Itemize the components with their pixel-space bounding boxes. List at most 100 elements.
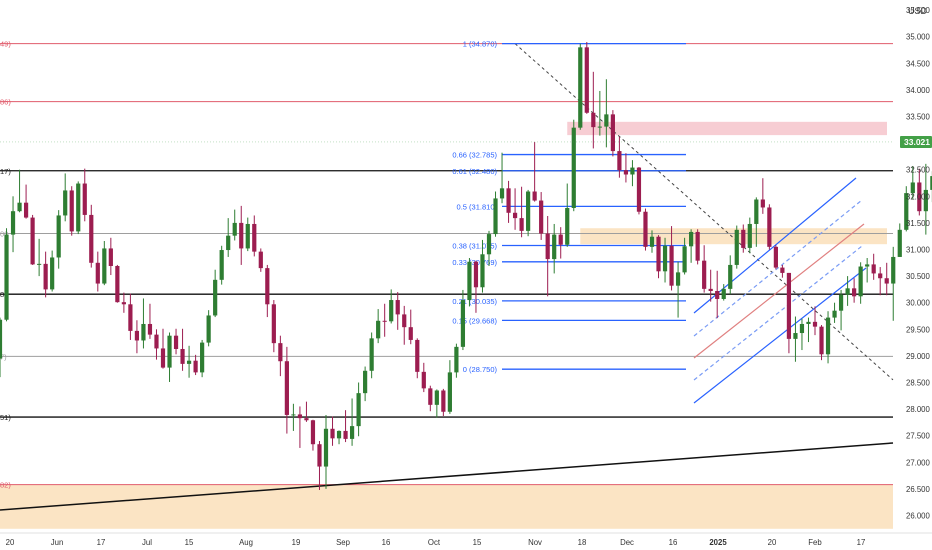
candle-body: [389, 300, 394, 322]
long-trendline: [0, 442, 894, 511]
candle-body: [669, 245, 674, 286]
candle-body: [30, 217, 35, 265]
candle-body: [578, 47, 583, 128]
candle-body: [656, 236, 661, 272]
candle-body: [382, 320, 387, 322]
price-tick-label: 27.000: [906, 458, 931, 467]
candle-body: [408, 327, 413, 340]
time-tick-label: Dec: [620, 538, 634, 547]
candle-body: [43, 263, 48, 290]
candle-body: [558, 234, 563, 245]
candle-body: [115, 265, 120, 303]
candle-body: [545, 233, 550, 260]
fib-level-label: 0.61 (32.480): [452, 167, 497, 176]
fib-level-label: 1 (34.870): [463, 40, 498, 49]
price-tick-label: 31.000: [906, 246, 931, 255]
candle-body: [773, 246, 778, 268]
candle-body: [480, 254, 485, 288]
candle-body: [37, 263, 42, 265]
candle-body: [330, 428, 335, 439]
candle-body: [825, 317, 831, 355]
candle-body: [415, 339, 420, 372]
candle-body: [434, 390, 439, 405]
candle-body: [356, 393, 361, 427]
time-tick-label: 18: [578, 538, 587, 547]
candle-body: [786, 272, 792, 339]
fib-level-label: 0.15 (29.668): [452, 316, 497, 325]
channel-mid: [693, 223, 865, 359]
candle-body: [597, 126, 602, 128]
last-price-value: 33.021: [904, 137, 930, 147]
candle-body: [630, 167, 635, 175]
candle-body: [50, 257, 55, 290]
candle-body: [532, 191, 537, 201]
zone-0: [567, 121, 887, 136]
candle-body: [649, 236, 655, 247]
candle-body: [343, 430, 348, 439]
candle-body: [486, 234, 492, 255]
candle-body: [473, 261, 479, 288]
channel-inner-upper: [693, 199, 863, 337]
candle-body: [591, 112, 596, 128]
last-price-badge-bg: [900, 135, 932, 148]
candle-body: [310, 420, 316, 445]
price-tick-label: 31.500: [906, 219, 931, 228]
time-tick-label: Jun: [51, 538, 64, 547]
time-tick-label: Aug: [239, 538, 253, 547]
dashed-downtrend: [514, 43, 894, 381]
time-tick-label: Jul: [142, 538, 152, 547]
candle-body: [193, 360, 198, 373]
price-tick-label: 28.000: [906, 405, 931, 414]
fibonacci-retracement[interactable]: 1 (34.870) 0.66 (32.785) 0.61 (32.480) 0.5 …: [452, 40, 686, 375]
price-tick-label: 34.500: [906, 59, 931, 68]
candle-body: [395, 300, 400, 315]
candle-body: [226, 235, 231, 251]
drawings-layer: [0, 43, 894, 511]
candle-body: [760, 199, 765, 208]
candle-body: [852, 288, 857, 297]
candle-body: [284, 361, 289, 415]
channel-upper: [693, 177, 857, 314]
candle-body: [206, 315, 211, 343]
candle-body: [180, 348, 185, 364]
candle-body: [441, 390, 446, 412]
candle-body: [917, 182, 922, 212]
candle-body: [336, 430, 342, 439]
candle-body: [141, 323, 146, 341]
candle-body: [675, 272, 681, 286]
candle-body: [812, 321, 818, 327]
candle-body: [604, 114, 609, 127]
level-label: 49): [0, 40, 11, 49]
time-axis[interactable]: 20 Jun 17 Jul 15 Aug 19 Sep 16 Oct 15 Nov 18 Dec 16 202…: [0, 532, 932, 547]
level-label: 84: [0, 290, 8, 299]
candle-body: [610, 114, 615, 152]
candle-body: [845, 288, 850, 295]
level-label: 17): [0, 167, 11, 176]
time-tick-label: 17: [857, 538, 866, 547]
candle-body: [4, 234, 9, 320]
candle-body: [454, 346, 459, 373]
candle-body: [623, 170, 629, 175]
candle-body: [904, 193, 909, 230]
candle-body: [23, 202, 29, 218]
candle-body: [69, 190, 74, 232]
candle-body: [897, 229, 902, 257]
candle-body: [147, 323, 153, 335]
candle-body: [832, 310, 837, 318]
candle-body: [56, 215, 61, 258]
candle-body: [747, 223, 752, 248]
candle-body: [232, 222, 237, 236]
candle-body: [239, 222, 244, 249]
price-tick-label: 32.500: [906, 166, 931, 175]
candle-body: [245, 223, 250, 249]
candle-body: [865, 264, 870, 267]
candle-body: [571, 127, 576, 209]
candle-body: [460, 300, 466, 347]
candle-body: [806, 321, 811, 324]
candle-body: [200, 342, 205, 373]
channel-lower: [693, 267, 867, 404]
candle-body: [793, 333, 798, 339]
candle-body: [617, 151, 622, 171]
